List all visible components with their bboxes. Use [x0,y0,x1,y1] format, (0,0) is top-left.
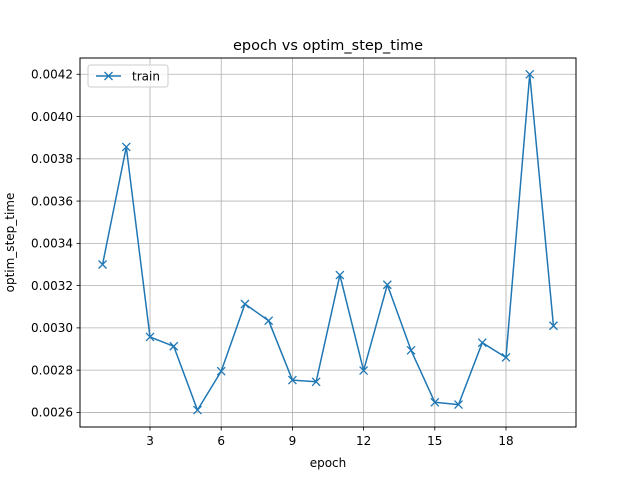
data-point-marker [525,69,535,79]
data-point-marker [216,366,226,376]
data-point-marker [406,345,416,355]
y-tick-label: 0.0038 [31,152,73,166]
data-point-marker [335,270,345,280]
data-point-marker [264,316,274,326]
x-tick-label: 15 [427,434,442,448]
data-point-marker [169,341,179,351]
data-point-marker [287,375,297,385]
data-point-marker [311,377,321,387]
legend-marker [104,71,113,81]
data-point-marker [145,332,155,342]
x-tick-label: 9 [289,434,297,448]
data-point-marker [359,366,369,376]
x-axis-label: epoch [310,456,347,470]
data-point-marker [454,400,463,410]
data-point-marker [477,338,487,348]
data-point-marker [430,397,440,407]
chart-title: epoch vs optim_step_time [233,38,423,54]
data-point-marker [121,142,131,152]
data-point-marker [193,405,202,415]
legend-label: train [132,69,160,83]
data-point-marker [382,280,392,290]
series-line-train [101,73,555,411]
y-tick-label: 0.0034 [31,237,73,251]
legend: train [87,64,169,88]
y-tick-label: 0.0040 [31,110,73,124]
data-point-marker [240,299,250,309]
legend-box [87,64,169,88]
grid [80,58,576,427]
plot-frame [79,57,577,428]
y-tick-label: 0.0036 [31,194,73,208]
x-tick-label: 3 [146,434,154,448]
data-point-marker [98,260,108,269]
series-layer [98,69,558,415]
x-ticks: 3 6 9 12 15 18 [146,427,514,448]
y-tick-label: 0.0026 [31,406,73,420]
y-tick-label: 0.0042 [31,68,73,82]
x-tick-label: 12 [356,434,371,448]
y-tick-label: 0.0028 [31,363,73,377]
data-point-marker [501,353,511,362]
y-ticks: 0.0026 0.0028 0.0030 0.0032 0.0034 0.0036 0.00… [31,68,80,420]
x-tick-label: 18 [498,434,513,448]
x-tick-label: 6 [217,434,225,448]
data-point-marker [548,321,558,331]
y-axis-label: optim_step_time [3,193,17,293]
y-tick-label: 0.0032 [31,279,73,293]
y-tick-label: 0.0030 [31,321,73,335]
